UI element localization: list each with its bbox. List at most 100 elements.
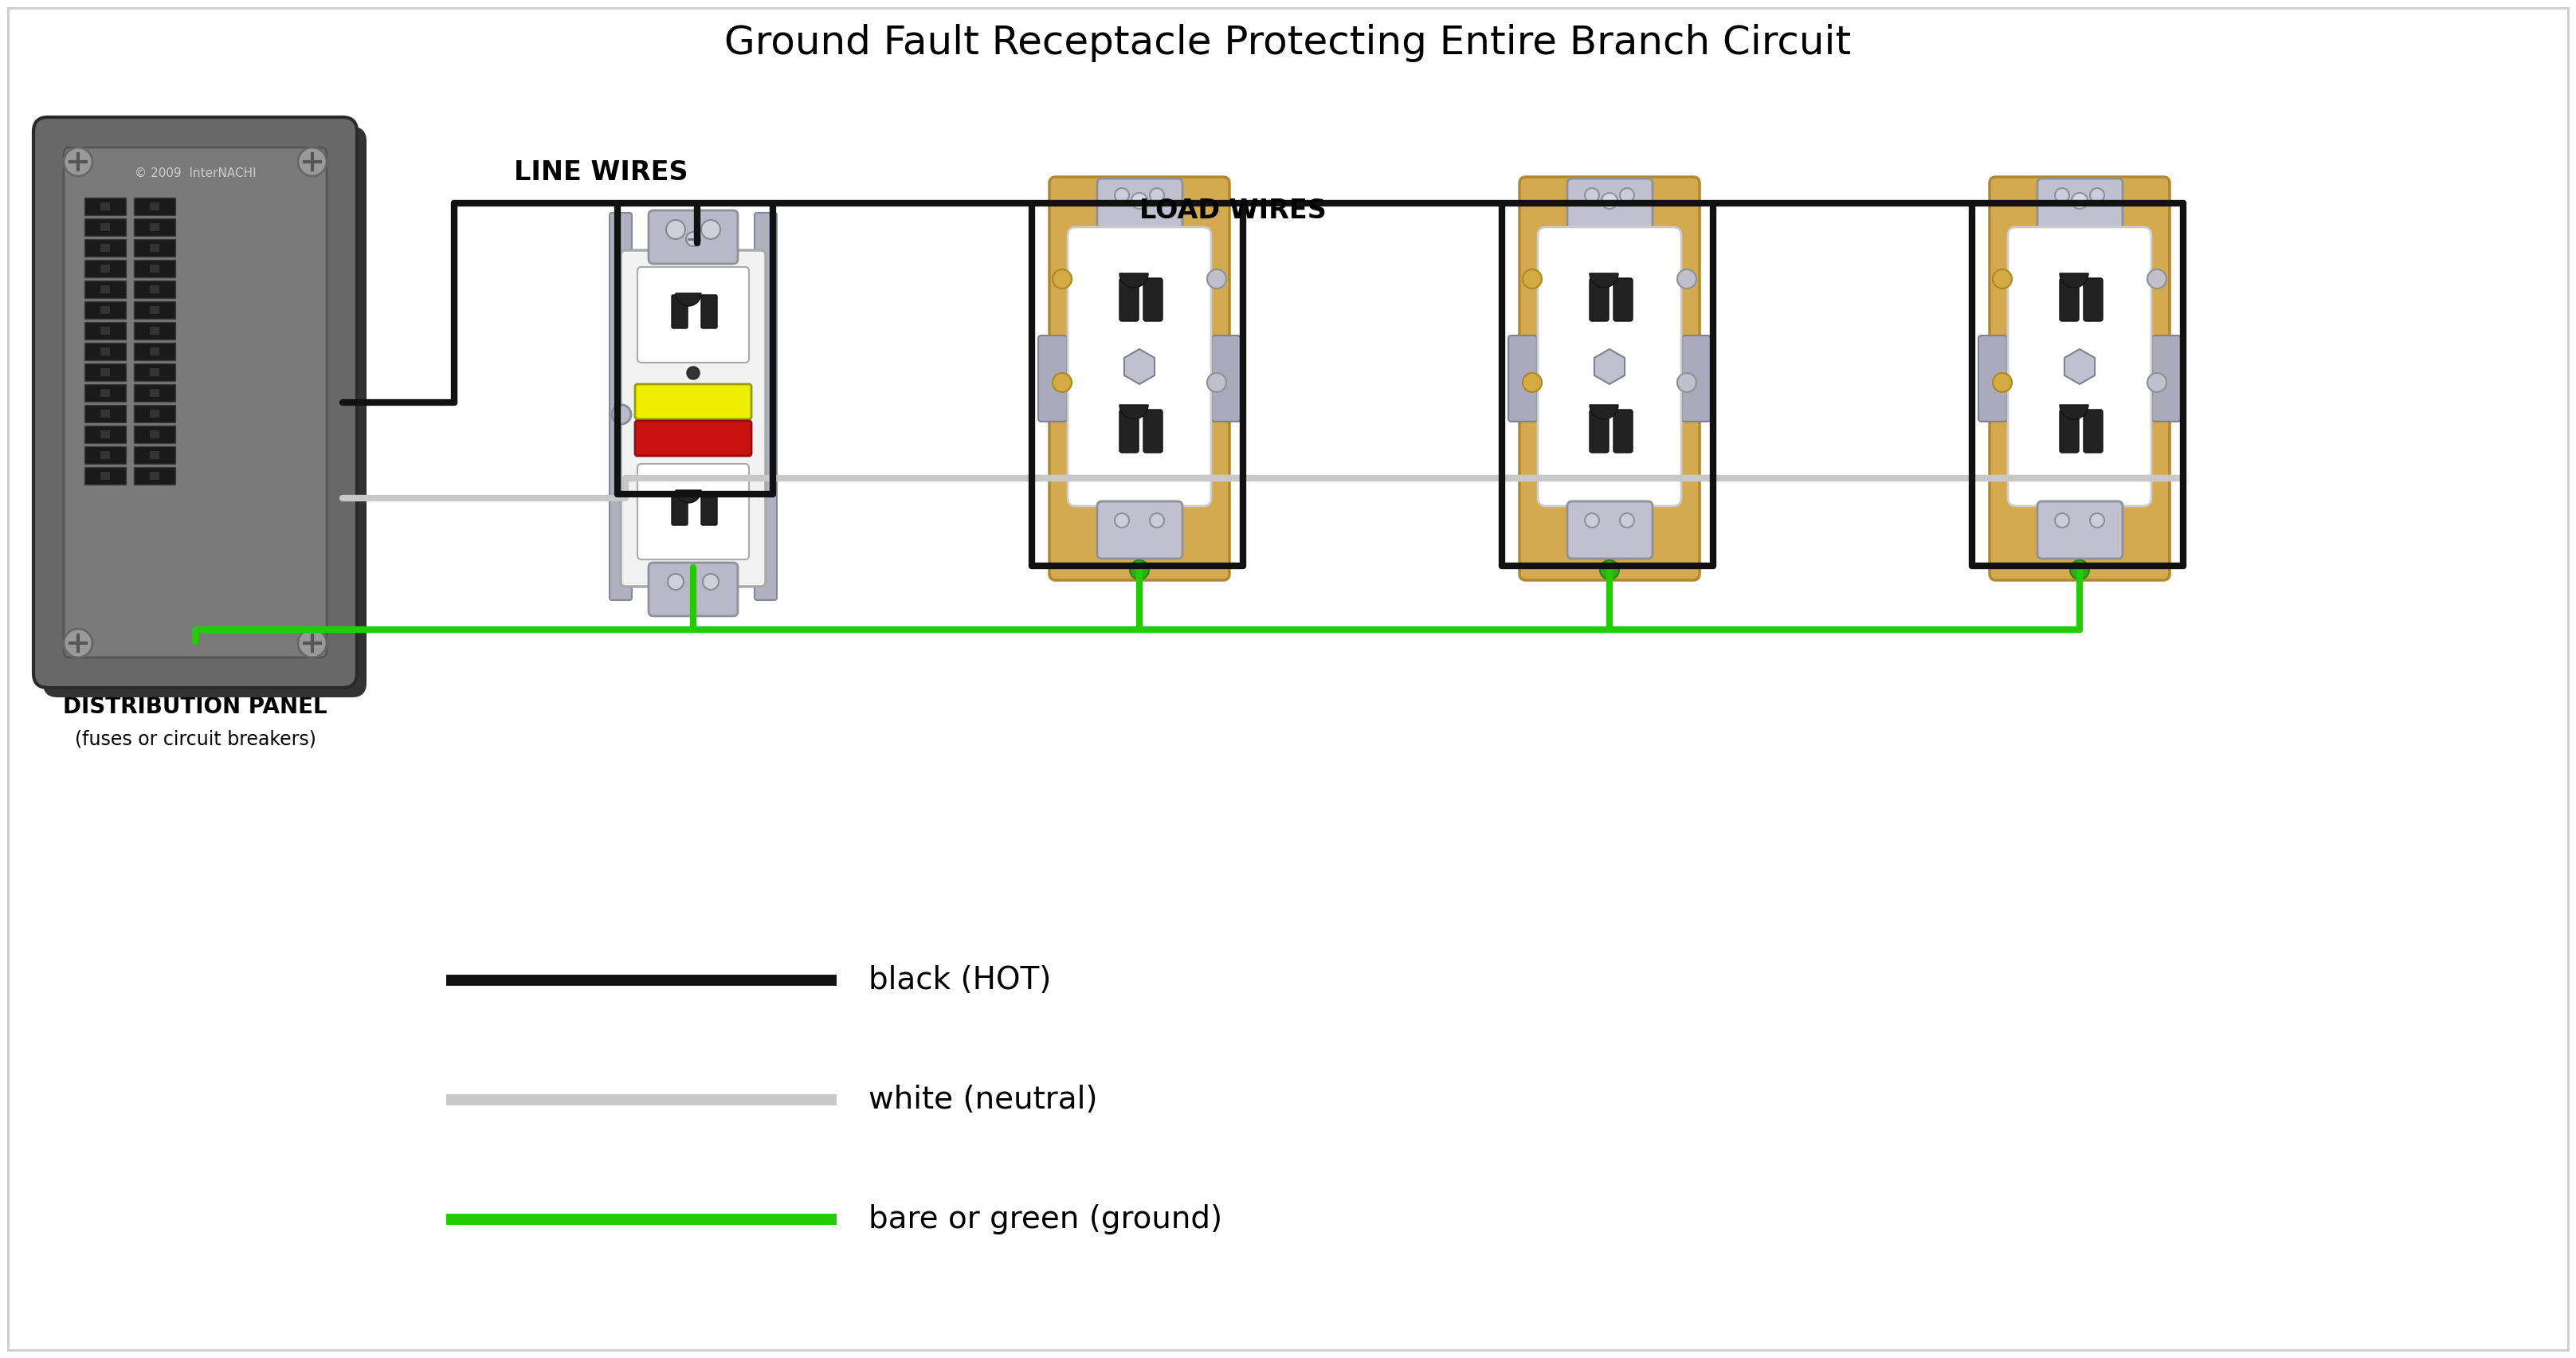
FancyBboxPatch shape <box>1066 227 1211 507</box>
Circle shape <box>688 367 701 379</box>
Bar <box>85 467 126 485</box>
Bar <box>149 368 160 376</box>
Circle shape <box>1620 513 1633 527</box>
Circle shape <box>1115 513 1128 527</box>
Bar <box>134 281 175 297</box>
Circle shape <box>1149 187 1164 202</box>
Circle shape <box>701 220 721 239</box>
Bar <box>149 410 160 418</box>
Wedge shape <box>2061 273 2089 288</box>
Circle shape <box>1584 513 1600 527</box>
Bar <box>100 265 111 273</box>
FancyBboxPatch shape <box>672 492 688 526</box>
Bar <box>149 306 160 314</box>
Circle shape <box>667 220 685 239</box>
Circle shape <box>2089 187 2105 202</box>
Bar <box>149 348 160 356</box>
Text: Ground Fault Receptacle Protecting Entire Branch Circuit: Ground Fault Receptacle Protecting Entir… <box>724 24 1852 62</box>
FancyBboxPatch shape <box>621 250 765 587</box>
Bar <box>100 223 111 231</box>
FancyBboxPatch shape <box>636 384 752 420</box>
Circle shape <box>1602 193 1618 209</box>
FancyBboxPatch shape <box>755 213 778 600</box>
Bar <box>134 425 175 443</box>
Wedge shape <box>1121 405 1149 420</box>
Bar <box>149 388 160 397</box>
Bar <box>149 430 160 439</box>
Circle shape <box>1054 373 1072 392</box>
FancyBboxPatch shape <box>1566 501 1654 558</box>
Circle shape <box>613 405 631 424</box>
Wedge shape <box>1589 273 1618 288</box>
Bar <box>100 388 111 397</box>
FancyBboxPatch shape <box>64 148 327 657</box>
Bar <box>100 202 111 210</box>
Bar <box>134 219 175 236</box>
FancyBboxPatch shape <box>1144 278 1162 322</box>
Bar <box>149 244 160 251</box>
FancyBboxPatch shape <box>2038 501 2123 558</box>
Bar <box>100 327 111 334</box>
Bar <box>134 467 175 485</box>
FancyBboxPatch shape <box>1510 335 1538 421</box>
Circle shape <box>2056 513 2069 527</box>
Wedge shape <box>1589 405 1618 420</box>
FancyBboxPatch shape <box>1211 335 1242 421</box>
Polygon shape <box>1123 349 1154 384</box>
FancyBboxPatch shape <box>672 295 688 329</box>
Bar <box>85 259 126 277</box>
Polygon shape <box>1595 349 1625 384</box>
Text: DISTRIBUTION PANEL: DISTRIBUTION PANEL <box>62 695 327 718</box>
Circle shape <box>1131 193 1146 209</box>
Circle shape <box>1522 373 1543 392</box>
Circle shape <box>2089 513 2105 527</box>
FancyBboxPatch shape <box>1589 410 1607 452</box>
Circle shape <box>1620 187 1633 202</box>
Bar <box>85 239 126 257</box>
Bar <box>85 342 126 360</box>
Bar <box>85 384 126 402</box>
Circle shape <box>2071 193 2087 209</box>
Circle shape <box>1131 561 1149 580</box>
Bar <box>85 425 126 443</box>
Bar <box>85 364 126 382</box>
FancyBboxPatch shape <box>1613 410 1633 452</box>
Bar <box>100 285 111 293</box>
Bar <box>149 285 160 293</box>
FancyBboxPatch shape <box>1566 178 1654 236</box>
FancyBboxPatch shape <box>701 492 716 526</box>
Circle shape <box>299 629 327 657</box>
FancyBboxPatch shape <box>1144 410 1162 452</box>
FancyBboxPatch shape <box>2084 278 2102 322</box>
FancyBboxPatch shape <box>1121 410 1139 452</box>
FancyBboxPatch shape <box>1520 177 1700 580</box>
Bar <box>100 306 111 314</box>
Text: LINE WIRES: LINE WIRES <box>515 159 688 186</box>
Circle shape <box>703 574 719 589</box>
Bar <box>100 410 111 418</box>
Bar <box>149 223 160 231</box>
FancyBboxPatch shape <box>2038 178 2123 236</box>
Bar <box>149 202 160 210</box>
Circle shape <box>1522 269 1543 288</box>
Bar <box>134 322 175 340</box>
Circle shape <box>2056 187 2069 202</box>
Bar <box>134 301 175 319</box>
Bar <box>134 198 175 215</box>
Circle shape <box>1994 269 2012 288</box>
FancyBboxPatch shape <box>649 562 737 617</box>
Wedge shape <box>2061 405 2089 420</box>
FancyBboxPatch shape <box>611 213 631 600</box>
Circle shape <box>1677 269 1698 288</box>
FancyBboxPatch shape <box>1682 335 1710 421</box>
Wedge shape <box>675 293 701 306</box>
FancyBboxPatch shape <box>1121 278 1139 322</box>
Bar <box>100 368 111 376</box>
Bar <box>100 348 111 356</box>
Bar <box>85 405 126 422</box>
FancyBboxPatch shape <box>1538 227 1682 507</box>
Wedge shape <box>1121 273 1149 288</box>
FancyBboxPatch shape <box>2061 278 2079 322</box>
FancyBboxPatch shape <box>636 268 750 363</box>
Bar <box>85 219 126 236</box>
